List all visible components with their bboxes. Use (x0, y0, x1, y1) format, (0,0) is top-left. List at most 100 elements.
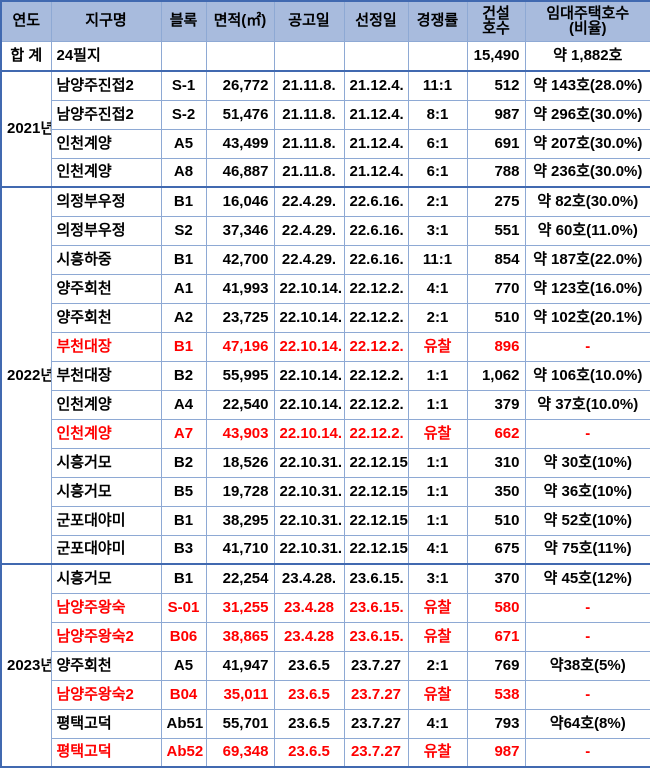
cell-selection-date: 21.12.4. (343, 99, 409, 130)
cell-construction-units: 350 (466, 476, 526, 507)
column-header-selection-date[interactable]: 선정일 (343, 0, 409, 42)
header-label-construction-units-line2: 호수 (482, 20, 510, 38)
cell-notice-date: 22.10.14. (273, 360, 345, 391)
cell-total-label: 합 계 (0, 40, 52, 72)
table-row[interactable]: 인천계양 A7 43,903 22.10.14. 22.12.2. 유찰 662- (1, 418, 650, 449)
cell-district: 시흥하중 (50, 244, 162, 275)
cell-selection-date: 22.6.16. (343, 215, 409, 246)
cell-district: 남양주왕숙2 (50, 679, 162, 710)
cell-rental-units: 약64호(8%) (524, 708, 650, 739)
cell-district: 남양주왕숙2 (50, 621, 162, 652)
table-row[interactable]: 2021년 남양주진접2 S-1 26,772 21.11.8. 21.12.4. 11:1… (0, 70, 650, 188)
table-header: 연도 지구명 블록 면적(㎡) 공고일 선정일 경쟁률 건설 호수 임대주택호수… (0, 0, 650, 42)
cell-rental-units: - (524, 331, 650, 362)
cell-rental-units: 약38호(5%) (524, 650, 650, 681)
table-row[interactable]: 남양주왕숙2 B04 35,011 23.6.5 23.7.27 유찰 538- (1, 679, 650, 710)
table-row[interactable]: 남양주왕숙2 B06 38,865 23.4.28 23.6.15. 유찰 671- (1, 621, 650, 652)
cell-area: 22,540 (205, 389, 275, 420)
cell-notice-date: 21.11.8. (273, 128, 345, 159)
column-header-notice-date[interactable]: 공고일 (273, 0, 345, 42)
cell-rental-units: 약 30호(10%) (524, 447, 650, 478)
table-row[interactable]: 양주회천 A5 41,947 23.6.5 23.7.27 2:1 769 약38호(5%) (1, 650, 650, 681)
table-row[interactable]: 인천계양 A8 46,887 21.11.8. 21.12.4. 6:1 788 약 236호… (1, 157, 650, 188)
cell-construction-units: 770 (466, 273, 526, 304)
column-header-year[interactable]: 연도 (0, 0, 52, 42)
cell-district: 시흥거모 (50, 447, 162, 478)
cell-notice-date: 23.6.5 (273, 679, 345, 710)
cell-competition-ratio: 1:1 (407, 505, 468, 536)
cell-rental-units: - (524, 418, 650, 449)
cell-rental-units: 약 45호(12%) (524, 563, 650, 594)
table-row[interactable]: 2023년 시흥거모 B1 22,254 23.4.28. 23.6.15. 3:1 370 약… (0, 563, 650, 768)
cell-district: 시흥거모 (50, 563, 162, 594)
cell-construction-units: 538 (466, 679, 526, 710)
table-row[interactable]: 남양주왕숙 S-01 31,255 23.4.28 23.6.15. 유찰 580- (1, 592, 650, 623)
cell-selection-date: 23.6.15. (343, 592, 409, 623)
column-header-rental-units[interactable]: 임대주택호수 (비율) (524, 0, 650, 42)
cell-competition-ratio: 2:1 (407, 186, 468, 217)
column-header-block[interactable]: 블록 (160, 0, 207, 42)
cell-area: 26,772 (205, 70, 275, 101)
cell-district: 남양주왕숙 (50, 592, 162, 623)
column-header-competition-ratio[interactable]: 경쟁률 (407, 0, 468, 42)
table-row[interactable]: 시흥거모 B2 18,526 22.10.31. 22.12.15. 1:1 310 약 30… (1, 447, 650, 478)
cell-rental-units: 약 236호(30.0%) (524, 157, 650, 188)
column-header-area[interactable]: 면적(㎡) (205, 0, 275, 42)
cell-construction-units: 510 (466, 302, 526, 333)
cell-selection-date: 22.12.15. (343, 476, 409, 507)
cell-selection-date: 22.12.2. (343, 302, 409, 333)
cell-notice-date: 22.10.31. (273, 476, 345, 507)
cell-year-0: 2021년 (0, 70, 52, 188)
table-row[interactable]: 시흥거모 B5 19,728 22.10.31. 22.12.15. 1:1 350 약 36… (1, 476, 650, 507)
column-header-construction-units[interactable]: 건설 호수 (466, 0, 526, 42)
cell-district: 양주회천 (50, 302, 162, 333)
cell-total-block (160, 40, 207, 72)
cell-rental-units: - (524, 621, 650, 652)
table-row[interactable]: 양주회천 A1 41,993 22.10.14. 22.12.2. 4:1 770 약 123… (1, 273, 650, 304)
cell-selection-date: 22.12.15. (343, 505, 409, 536)
cell-district: 인천계양 (50, 128, 162, 159)
table-row[interactable]: 부천대장 B2 55,995 22.10.14. 22.12.2. 1:1 1,062 약 1… (1, 360, 650, 391)
cell-construction-units: 675 (466, 534, 526, 565)
table-row[interactable]: 양주회천 A2 23,725 22.10.14. 22.12.2. 2:1 510 약 102… (1, 302, 650, 333)
table-row[interactable]: 군포대야미 B1 38,295 22.10.31. 22.12.15. 1:1 510 약 5… (1, 505, 650, 536)
cell-area: 23,725 (205, 302, 275, 333)
cell-rental-units: 약 75호(11%) (524, 534, 650, 565)
cell-year-2: 2023년 (0, 563, 52, 768)
cell-district: 부천대장 (50, 331, 162, 362)
cell-construction-units: 379 (466, 389, 526, 420)
table-row[interactable]: 군포대야미 B3 41,710 22.10.31. 22.12.15. 4:1 675 약 7… (1, 534, 650, 565)
column-header-district[interactable]: 지구명 (50, 0, 162, 42)
cell-notice-date: 21.11.8. (273, 70, 345, 101)
table-row[interactable]: 평택고덕 Ab51 55,701 23.6.5 23.7.27 4:1 793 약64호(8%… (1, 708, 650, 739)
cell-year-1: 2022년 (0, 186, 52, 565)
cell-area: 42,700 (205, 244, 275, 275)
cell-construction-units: 370 (466, 563, 526, 594)
cell-selection-date: 23.7.27 (343, 679, 409, 710)
header-label-rental-units-line2: (비율) (568, 20, 607, 38)
table-row-total[interactable]: 합 계 24필지 15,490 약 1,882호 (0, 40, 650, 72)
table-row[interactable]: 2022년 의정부우정 B1 16,046 22.4.29. 22.6.16. 2:1 275… (0, 186, 650, 565)
cell-rental-units: - (524, 679, 650, 710)
table-row[interactable]: 인천계양 A4 22,540 22.10.14. 22.12.2. 1:1 379 약 37호… (1, 389, 650, 420)
cell-notice-date: 22.10.14. (273, 389, 345, 420)
cell-construction-units: 1,062 (466, 360, 526, 391)
cell-selection-date: 23.7.27 (343, 650, 409, 681)
cell-block: S2 (160, 215, 207, 246)
cell-construction-units: 671 (466, 621, 526, 652)
cell-construction-units: 691 (466, 128, 526, 159)
header-row: 연도 지구명 블록 면적(㎡) 공고일 선정일 경쟁률 건설 호수 임대주택호수… (0, 0, 650, 42)
table-row[interactable]: 부천대장 B1 47,196 22.10.14. 22.12.2. 유찰 896- (1, 331, 650, 362)
header-label-notice-date: 공고일 (288, 12, 330, 30)
cell-rental-units: 약 36호(10%) (524, 476, 650, 507)
table-row[interactable]: 남양주진접2 S-2 51,476 21.11.8. 21.12.4. 8:1 987 약 2… (1, 99, 650, 130)
table-row[interactable]: 인천계양 A5 43,499 21.11.8. 21.12.4. 6:1 691 약 207호… (1, 128, 650, 159)
table-row[interactable]: 의정부우정 S2 37,346 22.4.29. 22.6.16. 3:1 551 약 60호… (1, 215, 650, 246)
cell-selection-date: 22.12.2. (343, 331, 409, 362)
cell-competition-ratio: 유찰 (407, 592, 468, 623)
table-row[interactable]: 시흥하중 B1 42,700 22.4.29. 22.6.16. 11:1 854 약 187… (1, 244, 650, 275)
cell-district: 평택고덕 (50, 708, 162, 739)
cell-block: B06 (160, 621, 207, 652)
cell-competition-ratio: 2:1 (407, 302, 468, 333)
